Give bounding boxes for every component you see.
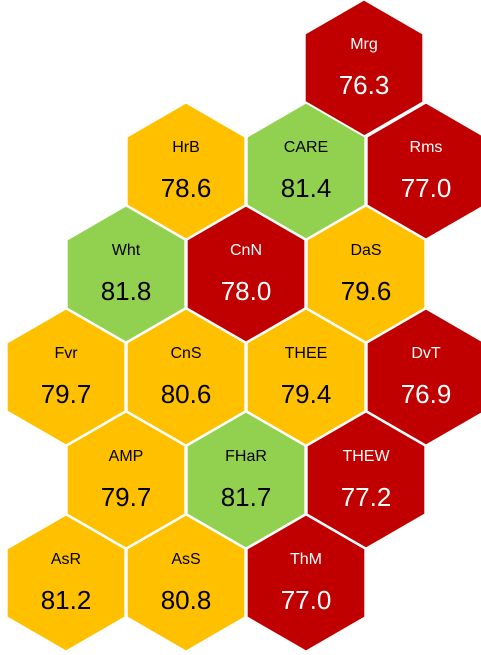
tile-value: 81.8: [101, 276, 152, 306]
tile-value: 78.6: [161, 173, 212, 203]
tile-label: HrB: [172, 139, 200, 156]
tile-label: DaS: [350, 242, 381, 259]
hex-tile: [125, 513, 247, 653]
tile-value: 79.7: [101, 482, 152, 512]
tile-label: FHaR: [225, 448, 267, 465]
tile-value: 80.8: [161, 585, 212, 615]
tile-label: Mrg: [350, 36, 378, 53]
tile-label: CnS: [170, 345, 201, 362]
tile-value: 79.6: [341, 276, 392, 306]
tile-value: 80.6: [161, 379, 212, 409]
tile-value: 81.4: [281, 173, 332, 203]
tile-value: 76.9: [401, 379, 452, 409]
tile-value: 77.2: [341, 482, 392, 512]
tile-value: 79.7: [41, 379, 92, 409]
hex-tile: [245, 513, 367, 653]
tile-label: ThM: [290, 551, 322, 568]
tile-label: CnN: [230, 242, 262, 259]
tile-label: AMP: [109, 448, 144, 465]
tile-value: 79.4: [281, 379, 332, 409]
tile-value: 77.0: [281, 585, 332, 615]
hex-tile: [5, 513, 127, 653]
tile-label: Fvr: [54, 345, 78, 362]
tile-label: Wht: [112, 242, 141, 259]
tile-label: THEE: [285, 345, 328, 362]
tile-value: 76.3: [339, 70, 390, 100]
tile-label: Rms: [410, 139, 443, 156]
tile-label: AsS: [171, 551, 200, 568]
tile-label: CARE: [284, 139, 328, 156]
tile-label: DvT: [411, 345, 441, 362]
tile-value: 78.0: [221, 276, 272, 306]
tile-value: 77.0: [401, 173, 452, 203]
tile-label: THEW: [342, 448, 390, 465]
tile-value: 81.7: [221, 482, 272, 512]
tile-label: AsR: [51, 551, 81, 568]
tile-value: 81.2: [41, 585, 92, 615]
